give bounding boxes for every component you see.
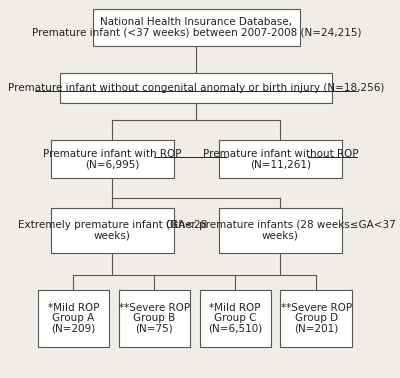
FancyBboxPatch shape	[60, 73, 332, 103]
FancyBboxPatch shape	[51, 140, 174, 178]
FancyBboxPatch shape	[51, 208, 174, 253]
Text: *Mild ROP: *Mild ROP	[48, 303, 99, 313]
Text: Group C: Group C	[214, 313, 256, 324]
Text: Premature infant (<37 weeks) between 2007-2008 (N=24,215): Premature infant (<37 weeks) between 200…	[32, 28, 361, 38]
Text: **Severe ROP: **Severe ROP	[280, 303, 352, 313]
FancyBboxPatch shape	[93, 9, 300, 46]
FancyBboxPatch shape	[280, 290, 352, 347]
Text: Premature infant without ROP: Premature infant without ROP	[203, 149, 358, 159]
Text: Group B: Group B	[133, 313, 176, 324]
Text: *Mild ROP: *Mild ROP	[210, 303, 261, 313]
Text: Premature infant with ROP: Premature infant with ROP	[43, 149, 182, 159]
Text: (N=209): (N=209)	[51, 324, 96, 334]
Text: Group A: Group A	[52, 313, 94, 324]
FancyBboxPatch shape	[219, 208, 342, 253]
Text: Extremely premature infant (GA<28: Extremely premature infant (GA<28	[18, 220, 207, 230]
Text: National Health Insurance Database,: National Health Insurance Database,	[100, 17, 292, 27]
FancyBboxPatch shape	[38, 290, 109, 347]
Text: Premature infant without congenital anomaly or birth injury (N=18,256): Premature infant without congenital anom…	[8, 83, 384, 93]
Text: (N=75): (N=75)	[136, 324, 173, 334]
Text: **Severe ROP: **Severe ROP	[119, 303, 190, 313]
Text: weeks): weeks)	[262, 231, 299, 240]
Text: (N=11,261): (N=11,261)	[250, 159, 311, 169]
Text: Group D: Group D	[294, 313, 338, 324]
Text: (N=6,995): (N=6,995)	[85, 159, 140, 169]
Text: (N=201): (N=201)	[294, 324, 338, 334]
FancyBboxPatch shape	[200, 290, 271, 347]
FancyBboxPatch shape	[119, 290, 190, 347]
FancyBboxPatch shape	[219, 140, 342, 178]
Text: Other premature infants (28 weeks≤GA<37: Other premature infants (28 weeks≤GA<37	[166, 220, 395, 230]
Text: weeks): weeks)	[94, 231, 131, 240]
Text: (N=6,510): (N=6,510)	[208, 324, 262, 334]
